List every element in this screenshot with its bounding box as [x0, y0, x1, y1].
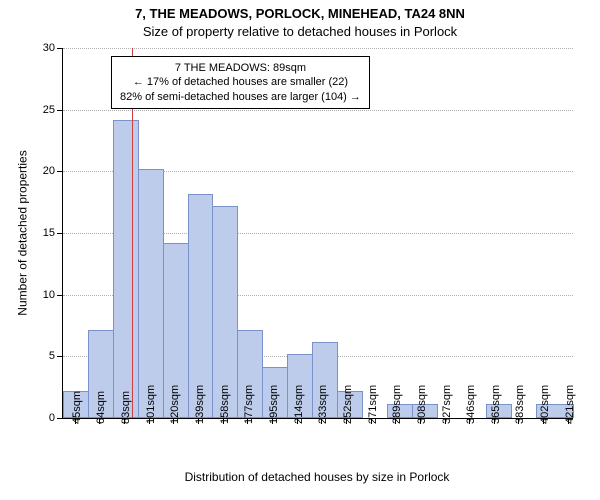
y-tick [57, 295, 63, 296]
x-tick-label: 271sqm [367, 385, 379, 424]
y-tick-label: 30 [43, 42, 55, 54]
annotation-box: 7 THE MEADOWS: 89sqm← 17% of detached ho… [111, 56, 370, 109]
x-tick-label: 402sqm [539, 385, 551, 424]
y-tick [57, 48, 63, 49]
y-tick-label: 5 [49, 350, 55, 362]
y-tick-label: 0 [49, 412, 55, 424]
x-tick-label: 214sqm [293, 385, 305, 424]
x-tick-label: 233sqm [317, 385, 329, 424]
x-tick-label: 120sqm [169, 385, 181, 424]
x-tick-label: 421sqm [564, 385, 576, 424]
y-tick-label: 15 [43, 227, 55, 239]
plot-area: 05101520253045sqm64sqm83sqm101sqm120sqm1… [62, 48, 573, 419]
y-tick-label: 20 [43, 165, 55, 177]
y-tick [57, 356, 63, 357]
y-tick [57, 110, 63, 111]
annotation-line: 82% of semi-detached houses are larger (… [120, 90, 361, 104]
grid-line [63, 48, 573, 49]
x-axis-title: Distribution of detached houses by size … [62, 470, 572, 484]
x-tick-label: 327sqm [441, 385, 453, 424]
x-tick-label: 346sqm [465, 385, 477, 424]
y-tick [57, 171, 63, 172]
y-tick-label: 10 [43, 289, 55, 301]
x-tick-label: 101sqm [145, 385, 157, 424]
x-tick-label: 83sqm [120, 391, 132, 424]
chart-title-sub: Size of property relative to detached ho… [0, 24, 600, 39]
property-size-chart: 7, THE MEADOWS, PORLOCK, MINEHEAD, TA24 … [0, 0, 600, 500]
grid-line [63, 110, 573, 111]
x-tick-label: 177sqm [243, 385, 255, 424]
chart-title-main: 7, THE MEADOWS, PORLOCK, MINEHEAD, TA24 … [0, 6, 600, 21]
x-tick-label: 64sqm [95, 391, 107, 424]
x-tick-label: 365sqm [490, 385, 502, 424]
x-tick-label: 383sqm [514, 385, 526, 424]
y-axis-title: Number of detached properties [16, 48, 30, 418]
histogram-bar [138, 169, 164, 418]
x-tick-label: 252sqm [342, 385, 354, 424]
x-tick-label: 45sqm [71, 391, 83, 424]
histogram-bar [113, 120, 139, 418]
x-tick-label: 308sqm [416, 385, 428, 424]
annotation-line: ← 17% of detached houses are smaller (22… [120, 75, 361, 89]
y-tick-label: 25 [43, 104, 55, 116]
x-tick-label: 195sqm [268, 385, 280, 424]
x-tick-label: 139sqm [194, 385, 206, 424]
y-tick [57, 418, 63, 419]
x-tick-label: 158sqm [219, 385, 231, 424]
annotation-line: 7 THE MEADOWS: 89sqm [120, 61, 361, 75]
y-tick [57, 233, 63, 234]
x-tick-label: 289sqm [391, 385, 403, 424]
